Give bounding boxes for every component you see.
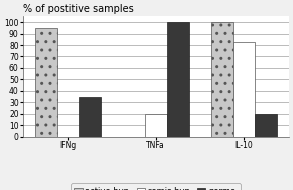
Bar <box>233 42 255 137</box>
Bar <box>255 114 277 137</box>
Bar <box>145 114 167 137</box>
Bar <box>35 28 57 137</box>
Bar <box>211 22 233 137</box>
Bar <box>79 97 101 137</box>
Text: % of postitive samples: % of postitive samples <box>23 4 134 14</box>
Bar <box>167 22 189 137</box>
Legend: active hyp., remis hyp., normo.: active hyp., remis hyp., normo. <box>71 183 241 190</box>
